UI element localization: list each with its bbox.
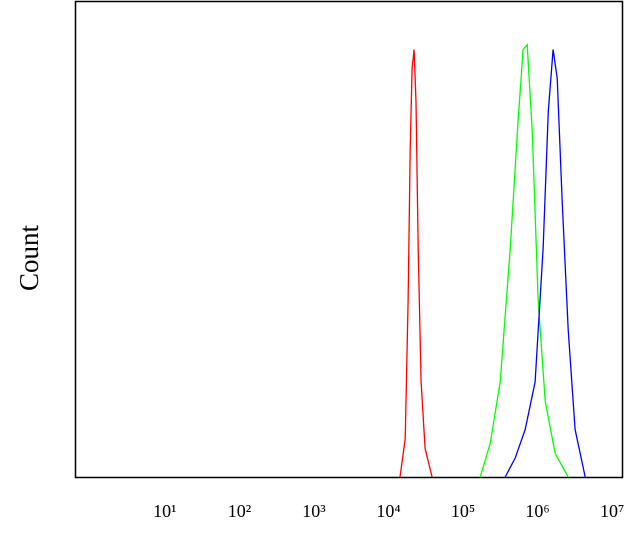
histogram-line (399, 49, 433, 478)
x-tick-label: 10⁴ (376, 501, 400, 521)
x-tick-label: 10³ (302, 501, 326, 521)
x-tick-label: 10² (228, 501, 251, 521)
histogram-line (479, 43, 569, 478)
x-tick-label: 10⁵ (451, 501, 475, 521)
x-tick-label: 10⁷ (600, 501, 624, 521)
histogram-line (504, 49, 586, 478)
y-axis-label: Count (14, 224, 44, 291)
plot-frame (74, 0, 624, 479)
x-tick-label: 10¹ (153, 501, 176, 521)
x-tick-label: 10⁶ (525, 501, 549, 521)
